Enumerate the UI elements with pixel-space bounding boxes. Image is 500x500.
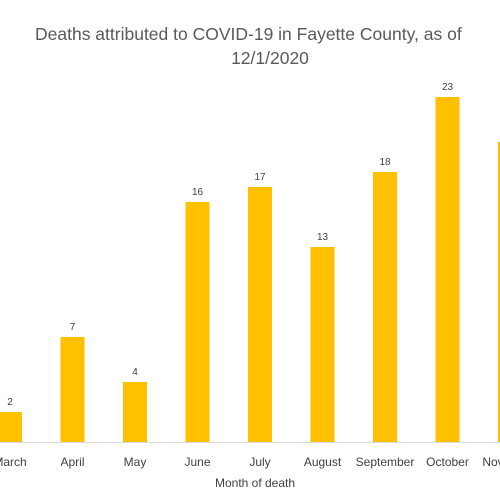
data-label-march: 2 bbox=[7, 397, 13, 408]
bar-november bbox=[498, 142, 500, 442]
chart-title-line-2: 12/1/2020 bbox=[231, 48, 309, 68]
x-axis-label: Month of death bbox=[215, 476, 295, 490]
bar-august bbox=[310, 247, 335, 442]
data-label-july: 17 bbox=[254, 172, 266, 183]
x-tick-april: April bbox=[60, 455, 84, 469]
x-tick-march: March bbox=[0, 455, 27, 469]
bar-october bbox=[435, 97, 460, 442]
x-tick-june: June bbox=[184, 455, 210, 469]
x-tick-may: May bbox=[124, 455, 147, 469]
bar-july bbox=[248, 187, 272, 442]
x-tick-october: October bbox=[426, 455, 469, 469]
bar-may bbox=[123, 382, 147, 442]
data-label-june: 16 bbox=[192, 187, 204, 198]
bar-march bbox=[0, 412, 22, 442]
chart-title-line-1: Deaths attributed to COVID-19 in Fayette… bbox=[35, 24, 462, 44]
x-tick-labels: March April May June July August September Octo… bbox=[0, 455, 500, 469]
x-tick-november: November bbox=[482, 455, 500, 469]
data-label-october: 23 bbox=[442, 82, 454, 93]
data-label-september: 18 bbox=[379, 157, 391, 168]
x-tick-august: August bbox=[304, 455, 342, 469]
x-tick-july: July bbox=[249, 455, 270, 469]
bar-september bbox=[373, 172, 397, 442]
data-label-august: 13 bbox=[317, 232, 329, 243]
bars-group: 2 7 4 16 17 13 18 23 bbox=[0, 82, 500, 442]
data-label-april: 7 bbox=[70, 322, 76, 333]
bar-june bbox=[185, 202, 210, 442]
data-label-may: 4 bbox=[132, 367, 138, 378]
bar-april bbox=[60, 337, 85, 442]
x-tick-september: September bbox=[356, 455, 415, 469]
